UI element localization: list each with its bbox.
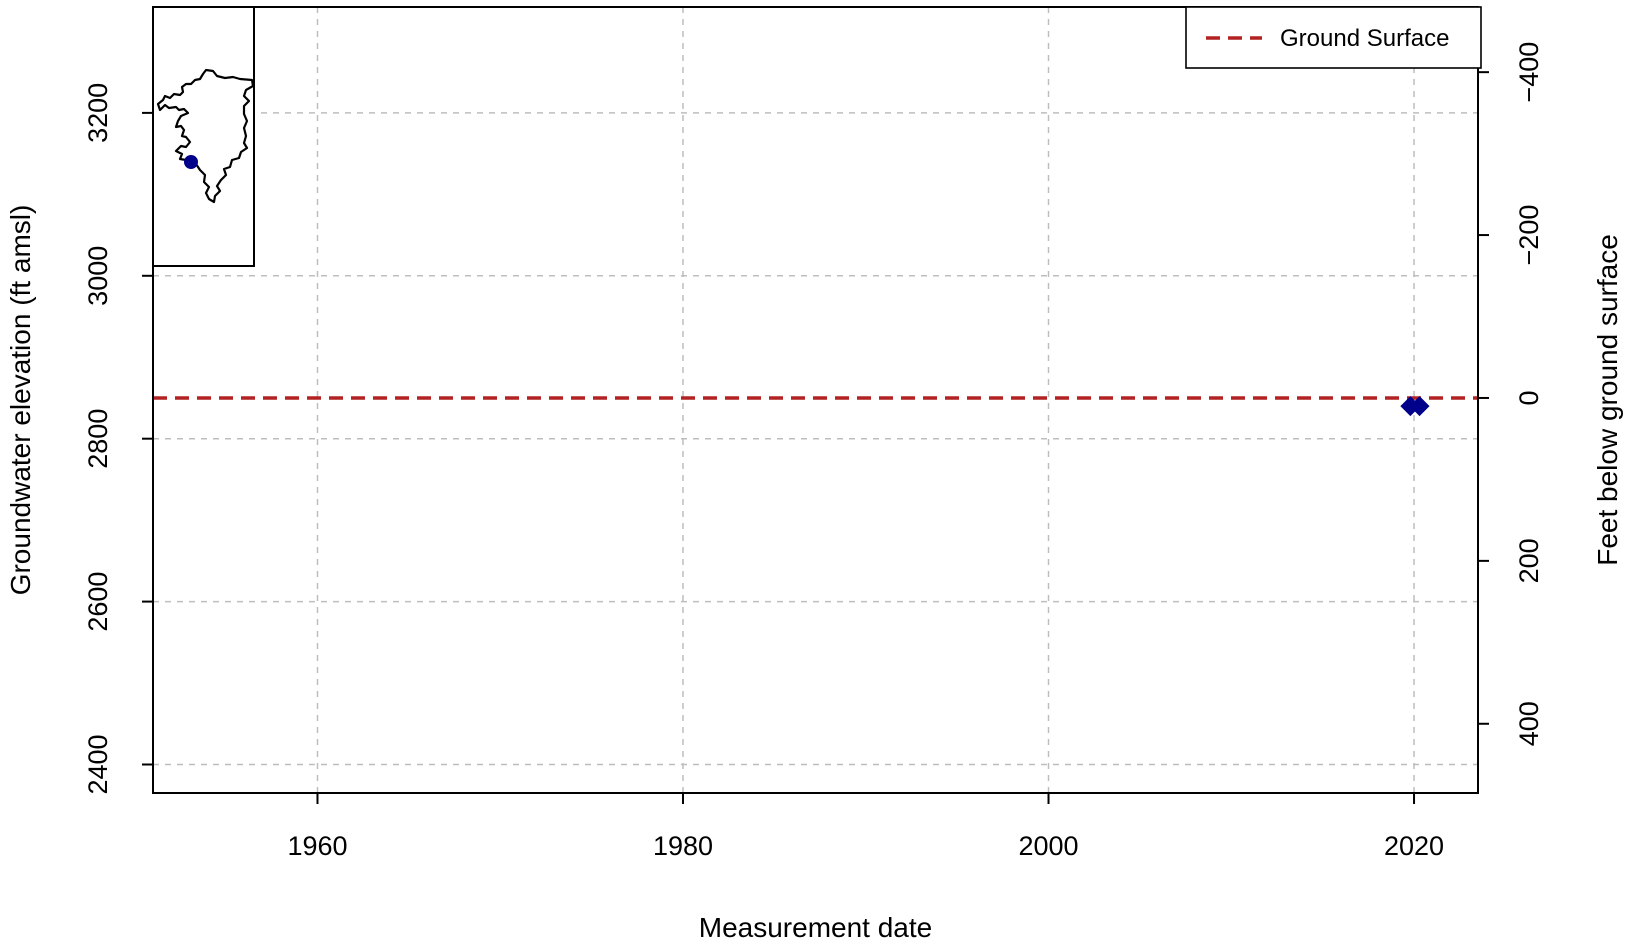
y-tick-label: 3200 [83,83,113,143]
y2-tick-label: 200 [1514,538,1544,583]
legend: Ground Surface [1185,6,1482,69]
x-axis: 1960 1980 2000 2020 [287,793,1444,861]
grid-lines [153,7,1478,793]
inset-location-marker [184,155,198,169]
inset-frame [152,6,255,267]
x-tick-label: 1980 [653,831,713,861]
plot-frame [152,6,1479,794]
y-axis-right: 400 200 0 −200 −400 [1478,42,1544,746]
data-points [1400,396,1430,417]
x-axis-title: Measurement date [699,912,932,943]
y2-tick-label: 400 [1514,701,1544,746]
y-tick-label: 2800 [83,409,113,469]
y-tick-label: 3000 [83,246,113,306]
x-tick-label: 2000 [1018,831,1078,861]
y2-tick-label: −400 [1514,42,1544,103]
data-point [1409,396,1430,417]
y2-tick-label: −200 [1514,205,1544,266]
x-tick-label: 2020 [1384,831,1444,861]
y-axis-title: Groundwater elevation (ft amsl) [5,205,36,596]
y2-tick-label: 0 [1514,390,1544,405]
y-tick-label: 2600 [83,572,113,632]
x-tick-label: 1960 [287,831,347,861]
y-tick-label: 2400 [83,734,113,794]
y2-axis-title: Feet below ground surface [1592,234,1623,566]
legend-label-ground-surface: Ground Surface [1280,25,1449,52]
y-axis-left: 2400 2600 2800 3000 3200 [83,83,153,795]
inset-map [152,6,255,267]
